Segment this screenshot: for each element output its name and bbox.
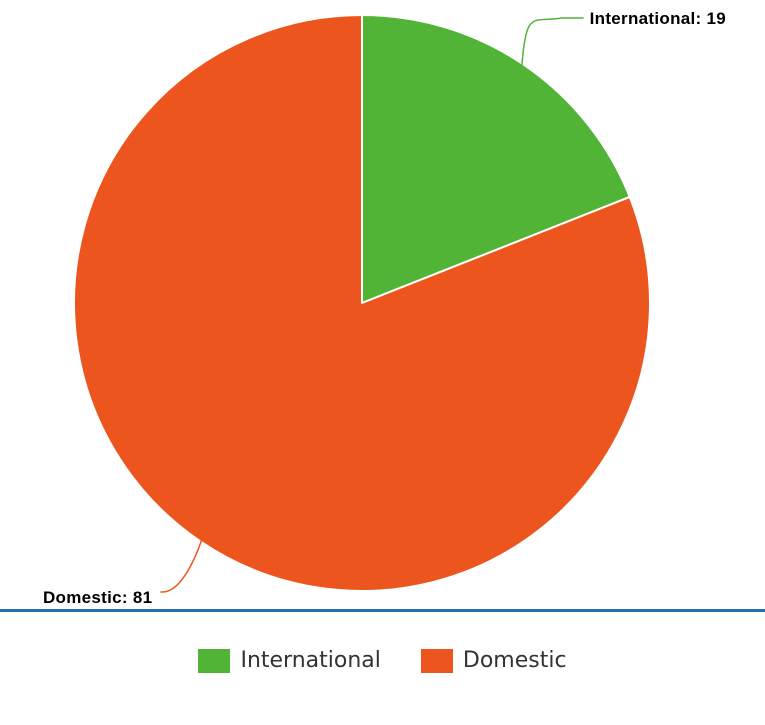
pie-chart: International: 19 Domestic: 81	[43, 9, 726, 607]
data-label-international: International: 19	[590, 9, 726, 28]
data-label-domestic: Domestic: 81	[43, 588, 152, 607]
leader-line-international	[520, 17, 584, 69]
chart-divider	[0, 609, 765, 612]
pie-slice-international[interactable]	[361, 14, 631, 304]
pie-slices	[73, 14, 651, 592]
legend-swatch-domestic	[420, 648, 453, 673]
legend-item-domestic[interactable]: Domestic	[420, 648, 567, 673]
legend-label-domestic: Domestic	[462, 648, 567, 673]
legend-swatch-international	[198, 648, 231, 673]
legend: International Domestic	[0, 648, 765, 673]
label-leader-lines	[160, 17, 584, 593]
legend-item-international[interactable]: International	[198, 648, 381, 673]
pie-slice-domestic[interactable]	[73, 14, 651, 592]
data-labels: International: 19 Domestic: 81	[43, 9, 726, 607]
legend-label-international: International	[240, 648, 381, 673]
leader-line-domestic	[160, 537, 204, 593]
